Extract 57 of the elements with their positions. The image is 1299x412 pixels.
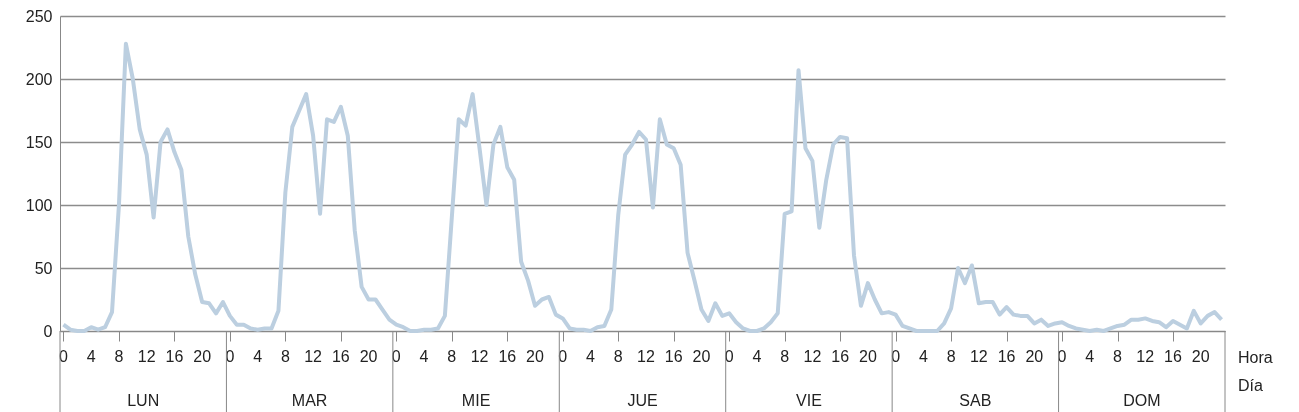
y-tick-label: 250 [25, 7, 53, 25]
x-tick-label: 12 [637, 348, 655, 365]
x-tick-label: 4 [752, 348, 762, 365]
x-tick-label: 12 [969, 348, 988, 365]
x-tick-label: 16 [331, 348, 350, 365]
y-tick-label: 150 [25, 133, 53, 151]
text: MIE [461, 392, 491, 409]
x-tick-label: 4 [1085, 348, 1095, 365]
x-tick-label: 4 [86, 348, 96, 365]
text: SAB [959, 392, 992, 409]
x-tick-label: 20 [692, 348, 711, 365]
x-tick-label: 16 [1164, 348, 1182, 365]
x-tick-label: 8 [613, 348, 623, 365]
x-tick-label: 12 [470, 348, 489, 365]
x-tick-label: 12 [304, 348, 323, 365]
x-tick-label: 0 [891, 348, 901, 365]
y-tick-label: 0 [43, 322, 53, 340]
x-tick-label: 0 [391, 348, 401, 365]
x-tick-label: 16 [165, 348, 184, 365]
x-tick-label: 8 [780, 348, 790, 365]
text: VIE [796, 392, 822, 409]
x-tick-label: 16 [498, 348, 517, 365]
x-tick-label: 4 [253, 348, 263, 365]
x-tick-label: 8 [1113, 348, 1123, 365]
x-tick-label: 16 [831, 348, 850, 365]
x-tick-label: 12 [803, 348, 822, 365]
text: JUE [627, 392, 658, 409]
y-tick-label: 100 [25, 196, 53, 214]
x-tick-label: 8 [280, 348, 290, 365]
y-tick-label: 200 [25, 70, 53, 88]
x-tick-label: 4 [419, 348, 429, 365]
x-tick-label: 20 [526, 348, 545, 365]
x-tick-label: 0 [1057, 348, 1067, 365]
text: LUN [127, 392, 160, 409]
x-tick-label: 0 [225, 348, 235, 365]
y-tick-label: 50 [34, 259, 53, 277]
x-tick-label: 8 [447, 348, 457, 365]
x-tick-label: 4 [918, 348, 928, 365]
x-tick-label: 16 [664, 348, 683, 365]
x-tick-label: 12 [137, 348, 156, 365]
x-tick-label: 0 [724, 348, 734, 365]
text: MAR [291, 392, 328, 409]
x-tick-label: 20 [858, 348, 877, 365]
x-tick-label: 8 [946, 348, 956, 365]
text: DOM [1123, 392, 1161, 409]
x-axis-title: Hora [1238, 349, 1273, 366]
x-tick-label: 16 [997, 348, 1016, 365]
x-tick-label: 12 [1136, 348, 1155, 365]
x-tick-label: 4 [586, 348, 596, 365]
x-tick-label: 20 [359, 348, 378, 365]
text: Día [1238, 377, 1263, 394]
x-tick-label: 20 [1191, 348, 1210, 365]
x-tick-label: 20 [193, 348, 212, 365]
x-tick-label: 0 [558, 348, 568, 365]
x-tick-label: 20 [1025, 348, 1044, 365]
x-tick-label: 8 [114, 348, 124, 365]
x-tick-label: 0 [59, 348, 69, 365]
